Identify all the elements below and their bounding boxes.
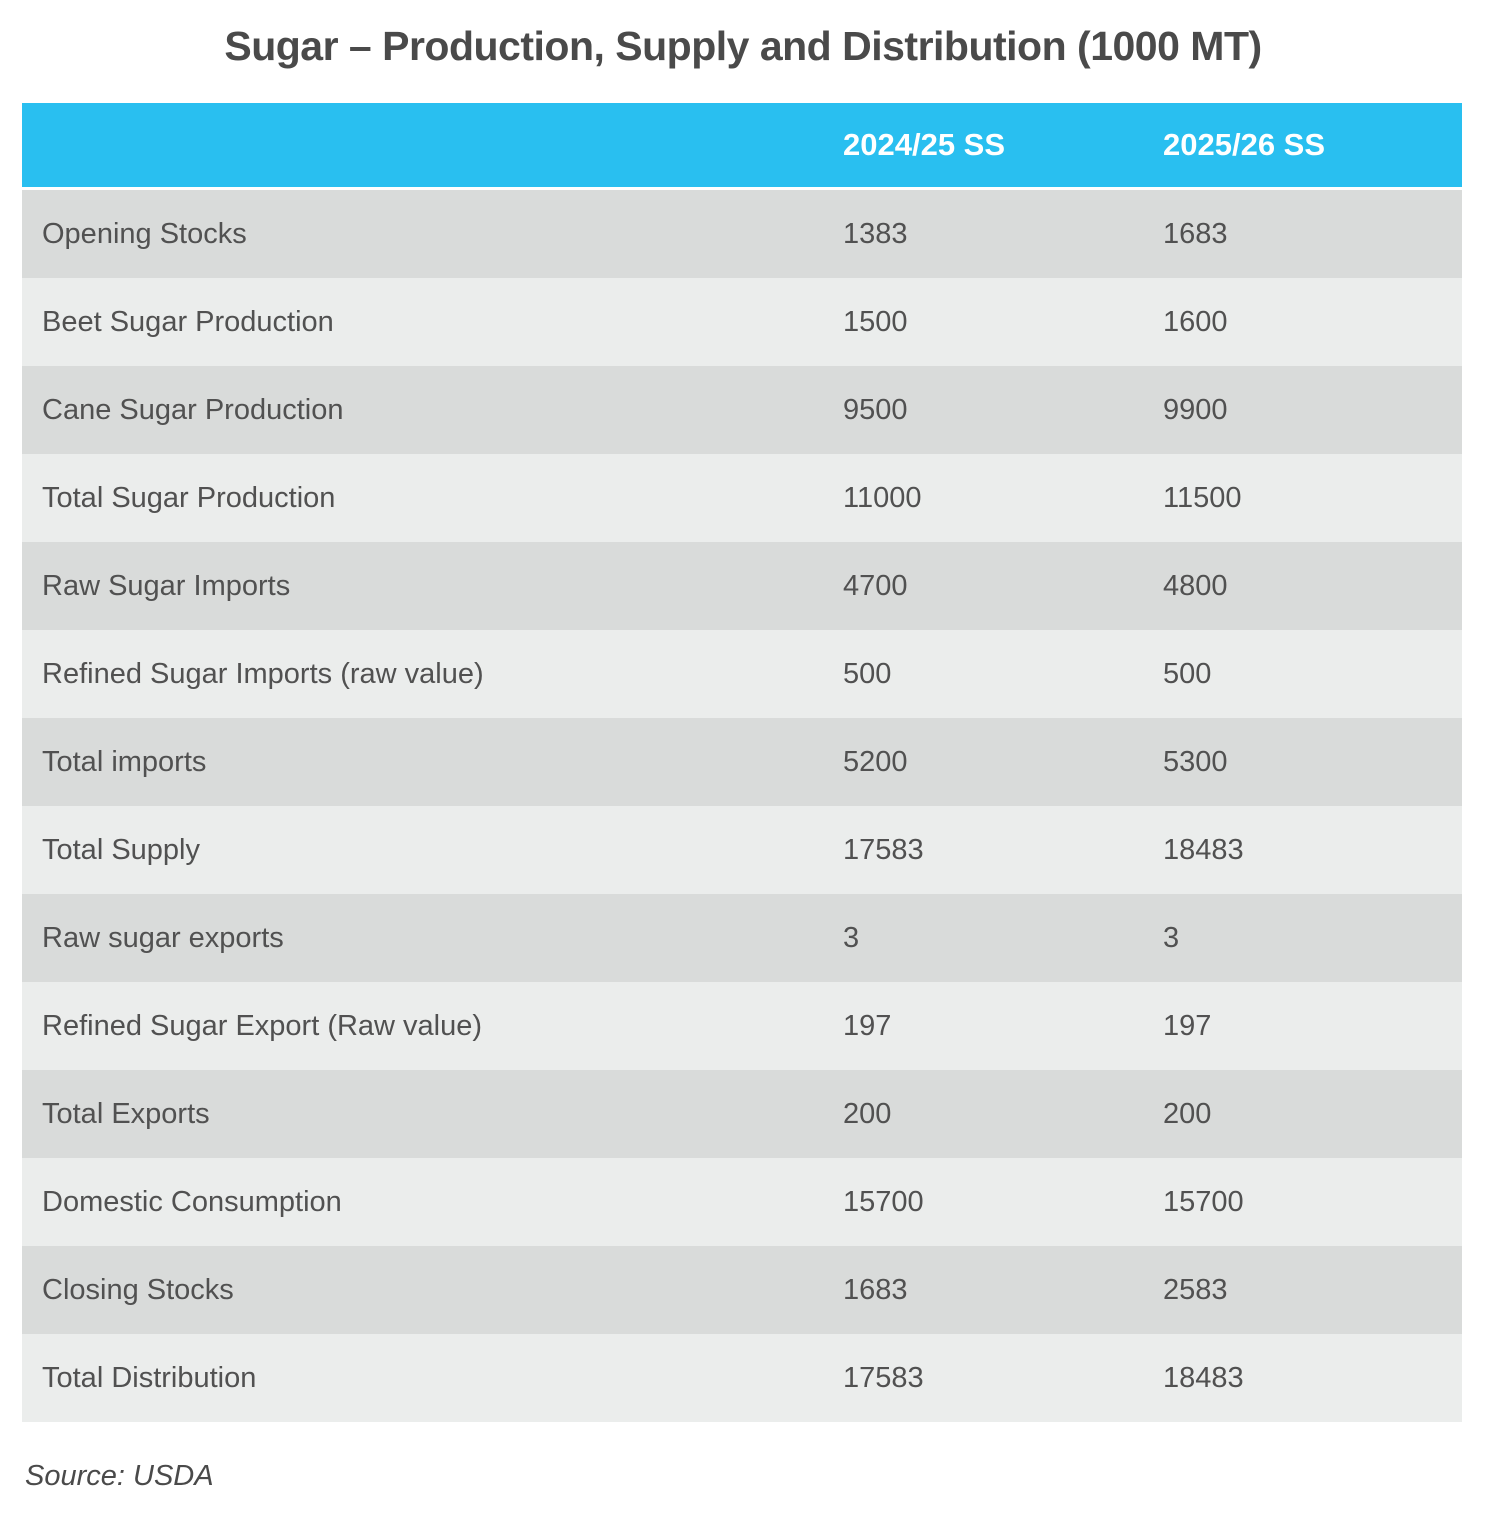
value-2025-26: 200 [1163, 1097, 1212, 1130]
value-2024-25: 1683 [843, 1273, 908, 1306]
table-body: Opening Stocks 1383 1683 Beet Sugar Product… [22, 190, 1462, 1422]
value-2025-26: 1600 [1163, 305, 1228, 338]
value-2024-25: 9500 [843, 393, 908, 426]
value-2024-25: 11000 [843, 481, 922, 514]
value-2025-26: 3 [1163, 921, 1180, 954]
value-2025-26: 1683 [1163, 217, 1228, 250]
table-row: Raw sugar exports 3 3 [22, 894, 1462, 982]
row-label: Opening Stocks [42, 217, 247, 250]
table-row: Total Exports 200 200 [22, 1070, 1462, 1158]
value-2025-26: 2583 [1163, 1273, 1228, 1306]
table-row: Opening Stocks 1383 1683 [22, 190, 1462, 278]
table-row: Beet Sugar Production 1500 1600 [22, 278, 1462, 366]
value-2024-25: 15700 [843, 1185, 924, 1218]
row-label: Total Sugar Production [42, 481, 336, 514]
row-label: Raw sugar exports [42, 921, 284, 954]
sugar-psd-table: 2024/25 SS 2025/26 SS Opening Stocks 1383… [22, 103, 1462, 1422]
row-label: Total Distribution [42, 1361, 257, 1394]
row-label: Raw Sugar Imports [42, 569, 291, 602]
value-2024-25: 17583 [843, 1361, 924, 1394]
table-row: Cane Sugar Production 9500 9900 [22, 366, 1462, 454]
value-2024-25: 4700 [843, 569, 908, 602]
value-2024-25: 5200 [843, 745, 908, 778]
value-2025-26: 4800 [1163, 569, 1228, 602]
table-row: Total Distribution 17583 18483 [22, 1334, 1462, 1422]
table-row: Total Sugar Production 11000 11500 [22, 454, 1462, 542]
table-row: Refined Sugar Export (Raw value) 197 197 [22, 982, 1462, 1070]
row-label: Total imports [42, 745, 207, 778]
table-row: Raw Sugar Imports 4700 4800 [22, 542, 1462, 630]
header-cell-2025-26: 2025/26 SS [1163, 127, 1326, 162]
value-2025-26: 5300 [1163, 745, 1228, 778]
row-label: Closing Stocks [42, 1273, 234, 1306]
value-2024-25: 200 [843, 1097, 892, 1130]
value-2025-26: 9900 [1163, 393, 1228, 426]
table-row: Closing Stocks 1683 2583 [22, 1246, 1462, 1334]
row-label: Domestic Consumption [42, 1185, 342, 1218]
table-header-row: 2024/25 SS 2025/26 SS [22, 103, 1462, 187]
value-2024-25: 1383 [843, 217, 908, 250]
row-label: Total Exports [42, 1097, 210, 1130]
row-label: Total Supply [42, 833, 200, 866]
table-row: Total Supply 17583 18483 [22, 806, 1462, 894]
table-row: Total imports 5200 5300 [22, 718, 1462, 806]
table-row: Refined Sugar Imports (raw value) 500 500 [22, 630, 1462, 718]
value-2024-25: 197 [843, 1009, 892, 1042]
table-row: Domestic Consumption 15700 15700 [22, 1158, 1462, 1246]
value-2024-25: 1500 [843, 305, 908, 338]
page-title: Sugar – Production, Supply and Distribut… [224, 23, 1262, 69]
value-2025-26: 197 [1163, 1009, 1212, 1042]
header-cell-2024-25: 2024/25 SS [843, 127, 1006, 162]
value-2024-25: 17583 [843, 833, 924, 866]
value-2025-26: 18483 [1163, 1361, 1244, 1394]
value-2025-26: 11500 [1163, 481, 1242, 514]
source-note: Source: USDA [25, 1460, 214, 1492]
value-2024-25: 3 [843, 921, 860, 954]
value-2024-25: 500 [843, 657, 892, 690]
row-label: Refined Sugar Imports (raw value) [42, 657, 484, 690]
row-label: Refined Sugar Export (Raw value) [42, 1009, 483, 1042]
value-2025-26: 15700 [1163, 1185, 1244, 1218]
row-label: Cane Sugar Production [42, 393, 344, 426]
value-2025-26: 500 [1163, 657, 1212, 690]
value-2025-26: 18483 [1163, 833, 1244, 866]
row-label: Beet Sugar Production [42, 305, 334, 338]
